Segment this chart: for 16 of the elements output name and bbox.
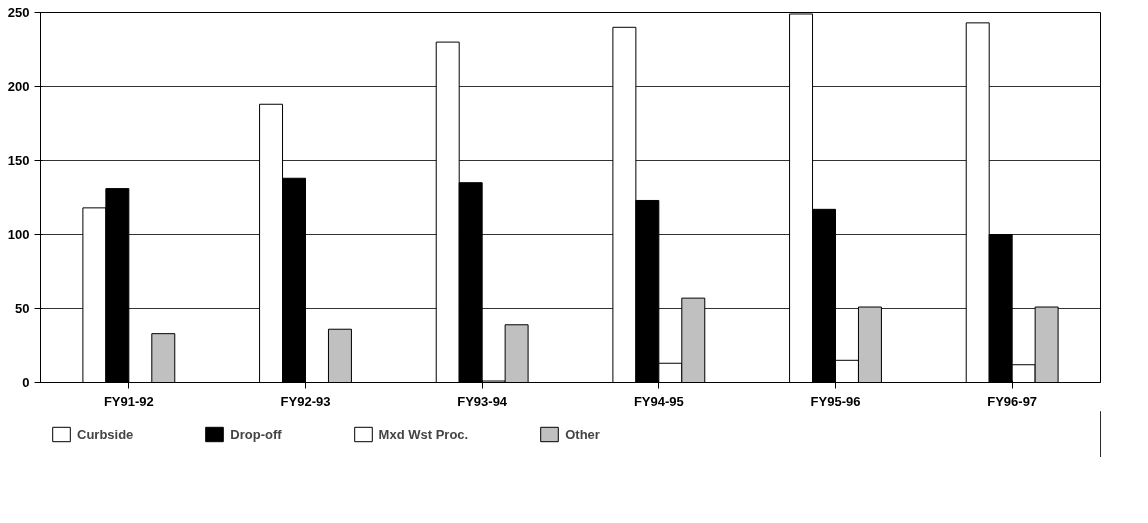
legend-label: Curbside: [77, 426, 134, 442]
y-tick-label: 100: [7, 227, 30, 242]
y-tick-label: 200: [7, 79, 30, 94]
x-tick-label: FY95-96: [810, 393, 861, 409]
x-tick-label: FY92-93: [280, 393, 331, 409]
legend-label: Drop-off: [230, 426, 282, 442]
y-tick-label: 250: [7, 5, 30, 20]
x-tick-label: FY96-97: [987, 393, 1038, 409]
y-tick-label: 150: [7, 153, 30, 168]
x-tick-label: FY93-94: [457, 393, 508, 409]
x-tick-label: FY91-92: [103, 393, 154, 409]
legend-label: Other: [565, 426, 600, 442]
y-tick-label: 0: [22, 375, 30, 390]
legend-label: Mxd Wst Proc.: [378, 426, 469, 442]
x-tick-label: FY94-95: [633, 393, 684, 409]
y-tick-label: 50: [15, 301, 30, 316]
